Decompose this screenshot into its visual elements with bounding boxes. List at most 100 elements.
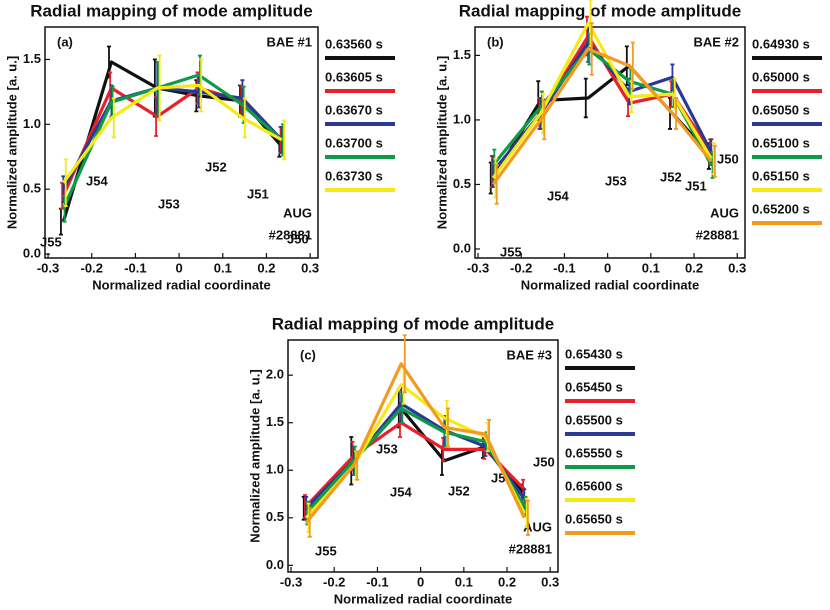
legend-label: 0.63605 s xyxy=(325,69,383,84)
data-line xyxy=(304,421,526,508)
panel-label: (c) xyxy=(300,347,316,362)
error-bar xyxy=(282,119,287,161)
probe-label: J52 xyxy=(660,169,682,184)
error-bar xyxy=(589,22,594,76)
data-line xyxy=(491,21,713,179)
y-tick-label: 1.0 xyxy=(23,116,41,131)
chart-title: Radial mapping of mode amplitude xyxy=(459,1,741,20)
legend-label: 0.65050 s xyxy=(752,102,810,117)
probe-label: J53 xyxy=(158,196,180,211)
plot-frame xyxy=(474,26,746,259)
error-bar xyxy=(307,507,312,538)
panel-label: (b) xyxy=(487,34,504,49)
probe-label: J55 xyxy=(315,543,337,558)
y-tick-label: 1.5 xyxy=(453,47,471,62)
y-tick-label: 0.0 xyxy=(453,240,471,255)
x-tick-label: -0.2 xyxy=(510,260,532,275)
x-tick-label: 0 xyxy=(175,260,182,275)
device-label: AUG xyxy=(523,519,552,534)
panel-label: (a) xyxy=(57,34,73,49)
y-tick-label: 0.5 xyxy=(23,181,41,196)
legend-label: 0.65000 s xyxy=(752,69,810,84)
error-bar xyxy=(712,144,717,178)
x-tick-label: 0.1 xyxy=(455,574,473,589)
error-bar xyxy=(58,207,63,236)
series xyxy=(491,0,716,199)
x-tick-label: -0.3 xyxy=(37,260,59,275)
legend-label: 0.63700 s xyxy=(325,135,383,150)
legend-label: 0.63670 s xyxy=(325,102,383,117)
shot-label: #28881 xyxy=(696,227,739,242)
error-bar xyxy=(630,41,635,90)
probe-label: J51 xyxy=(247,186,269,201)
error-bar xyxy=(487,418,492,450)
error-bar xyxy=(199,58,204,113)
plot-frame xyxy=(44,26,319,259)
probe-label: J52 xyxy=(448,483,470,498)
probe-label: J50 xyxy=(533,454,555,469)
probe-label: J54 xyxy=(390,484,412,499)
y-tick-label: 1.0 xyxy=(266,462,284,477)
y-tick-label: 0.5 xyxy=(453,176,471,191)
data-line xyxy=(491,47,713,186)
x-tick-label: -0.1 xyxy=(124,260,146,275)
device-label: AUG xyxy=(283,205,312,220)
probe-label: J55 xyxy=(500,244,522,259)
x-tick-label: 0 xyxy=(417,574,424,589)
probe-label: J54 xyxy=(86,173,108,188)
x-tick-label: 0.2 xyxy=(498,574,516,589)
x-tick-label: 0.2 xyxy=(685,260,703,275)
series xyxy=(304,364,529,533)
error-bar xyxy=(674,97,679,130)
error-bar xyxy=(494,164,499,205)
legend-label: 0.65200 s xyxy=(752,201,810,216)
error-bar xyxy=(525,499,530,536)
probe-label: J52 xyxy=(205,159,227,174)
error-bar xyxy=(242,97,247,139)
probe-label: J51 xyxy=(685,178,707,193)
legend-label: 0.65500 s xyxy=(565,412,623,427)
x-tick-label: -0.3 xyxy=(467,260,489,275)
y-tick-label: 0.0 xyxy=(23,246,41,261)
data-line xyxy=(61,73,283,210)
error-bar xyxy=(111,97,116,139)
legend-label: 0.65650 s xyxy=(565,511,623,526)
series xyxy=(304,334,530,538)
probe-label: J50 xyxy=(287,231,309,246)
chart-title: Radial mapping of mode amplitude xyxy=(30,1,312,20)
data-line xyxy=(305,406,526,510)
x-axis-label: Normalized radial coordinate xyxy=(521,277,699,292)
x-tick-label: -0.1 xyxy=(366,574,388,589)
device-label: AUG xyxy=(710,205,739,220)
error-bar xyxy=(402,334,407,394)
legend-label: 0.65600 s xyxy=(565,478,623,493)
x-axis-label: Normalized radial coordinate xyxy=(92,277,270,292)
legend-label: 0.63560 s xyxy=(325,36,383,51)
x-tick-label: -0.1 xyxy=(553,260,575,275)
data-line xyxy=(304,383,526,519)
error-bar xyxy=(583,77,588,119)
shot-label: #28881 xyxy=(269,227,312,242)
x-tick-label: 0.3 xyxy=(541,574,559,589)
shot-label: #28881 xyxy=(509,541,552,556)
legend-label: 0.65450 s xyxy=(565,379,623,394)
legend-label: 0.64930 s xyxy=(752,36,810,51)
probe-label: J53 xyxy=(376,441,398,456)
mode-label: BAE #3 xyxy=(506,347,552,362)
y-tick-label: 2.0 xyxy=(266,367,284,382)
series xyxy=(491,22,717,205)
probe-label: J54 xyxy=(547,188,569,203)
data-line xyxy=(305,402,526,510)
x-tick-label: 0.1 xyxy=(642,260,660,275)
error-bar xyxy=(157,54,162,122)
x-tick-label: 0.2 xyxy=(257,260,275,275)
x-tick-label: 0 xyxy=(604,260,611,275)
legend-label: 0.63730 s xyxy=(325,168,383,183)
series xyxy=(62,54,287,207)
legend-label: 0.65430 s xyxy=(565,346,623,361)
chart-title: Radial mapping of mode amplitude xyxy=(272,314,554,333)
x-tick-label: 0.3 xyxy=(301,260,319,275)
legend-label: 0.65550 s xyxy=(565,445,623,460)
error-bar xyxy=(63,158,68,207)
